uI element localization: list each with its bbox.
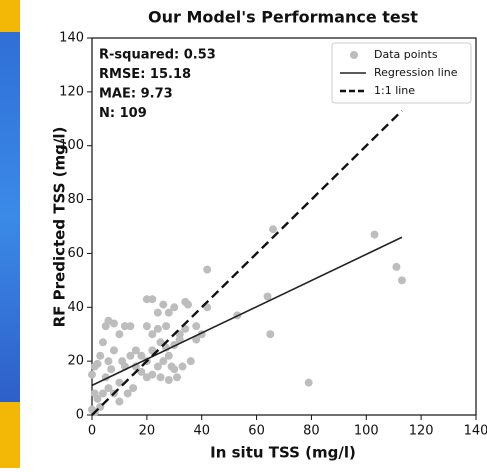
data-point	[137, 351, 146, 360]
x-tick-label: 100	[354, 424, 379, 439]
data-point	[109, 346, 118, 355]
data-point	[120, 322, 129, 331]
plot-frame	[91, 37, 477, 416]
x-tick-label: 20	[139, 424, 156, 439]
data-point	[392, 262, 401, 271]
x-tick-label: 40	[193, 424, 210, 439]
data-point	[178, 362, 187, 371]
data-point	[90, 362, 99, 371]
data-point	[181, 297, 190, 306]
data-point	[129, 384, 138, 393]
data-point	[126, 351, 135, 360]
data-point	[142, 295, 151, 304]
data-point	[104, 384, 113, 393]
data-point	[123, 389, 132, 398]
data-point	[162, 322, 171, 331]
legend-box	[331, 42, 472, 104]
line	[91, 109, 403, 416]
data-point	[397, 276, 406, 285]
data-point	[101, 322, 110, 331]
data-point	[156, 373, 165, 382]
satellite-strip	[0, 32, 22, 402]
data-point	[192, 322, 201, 331]
data-point	[115, 330, 124, 339]
data-point	[98, 338, 107, 347]
data-point	[167, 362, 176, 371]
data-point	[148, 330, 157, 339]
data-point	[131, 346, 140, 355]
data-point	[173, 373, 182, 382]
annotation: R-squared: 0.53	[99, 48, 216, 63]
annotation: RMSE: 15.18	[99, 67, 191, 82]
y-tick-label: 80	[67, 192, 84, 207]
annotation: MAE: 9.73	[99, 87, 173, 102]
y-axis-label: RF Predicted TSS (mg/l)	[51, 127, 69, 328]
x-axis-label: In situ TSS (mg/l)	[210, 444, 356, 462]
legend-label: Data points	[374, 48, 438, 61]
x-tick-label: 60	[248, 424, 265, 439]
x-tick-label: 120	[409, 424, 434, 439]
data-point	[98, 389, 107, 398]
x-tick-label: 140	[464, 424, 487, 439]
data-point	[159, 300, 168, 309]
data-point	[266, 330, 275, 339]
data-point	[88, 370, 96, 379]
data-point	[164, 351, 173, 360]
data-point	[137, 367, 146, 376]
y-tick-label: 60	[67, 246, 84, 261]
y-tick-label: 140	[59, 31, 84, 46]
data-point	[104, 357, 113, 366]
y-tick-label: 20	[67, 354, 84, 369]
y-tick-label: 120	[59, 84, 84, 99]
data-point	[192, 335, 201, 344]
y-tick-label: 40	[67, 300, 84, 315]
line	[91, 236, 403, 387]
x-tick-label: 0	[88, 424, 96, 439]
data-point	[153, 324, 162, 333]
data-point	[142, 373, 151, 382]
legend-label: Regression line	[374, 66, 458, 79]
data-point	[304, 378, 313, 387]
x-tick-label: 80	[303, 424, 320, 439]
data-point	[118, 357, 127, 366]
annotation: N: 109	[99, 106, 147, 121]
y-tick-label: 0	[76, 408, 84, 423]
legend-label: 1:1 line	[374, 84, 415, 97]
data-point	[186, 357, 195, 366]
data-point	[142, 322, 151, 331]
data-point	[170, 303, 179, 312]
data-point	[164, 375, 173, 384]
data-point	[148, 295, 157, 304]
data-point	[107, 365, 116, 374]
data-point	[159, 357, 168, 366]
chart-title: Our Model's Performance test	[148, 8, 418, 27]
data-point	[370, 230, 379, 239]
data-point	[153, 308, 162, 317]
data-point	[115, 397, 124, 406]
data-point	[164, 308, 173, 317]
data-point	[269, 225, 278, 234]
data-point	[96, 351, 105, 360]
data-point	[153, 362, 162, 371]
data-point	[93, 394, 102, 403]
y-tick-label: 100	[59, 138, 84, 153]
legend-marker	[350, 51, 358, 59]
data-point	[203, 265, 212, 274]
data-point	[263, 292, 272, 301]
data-point	[126, 322, 135, 331]
